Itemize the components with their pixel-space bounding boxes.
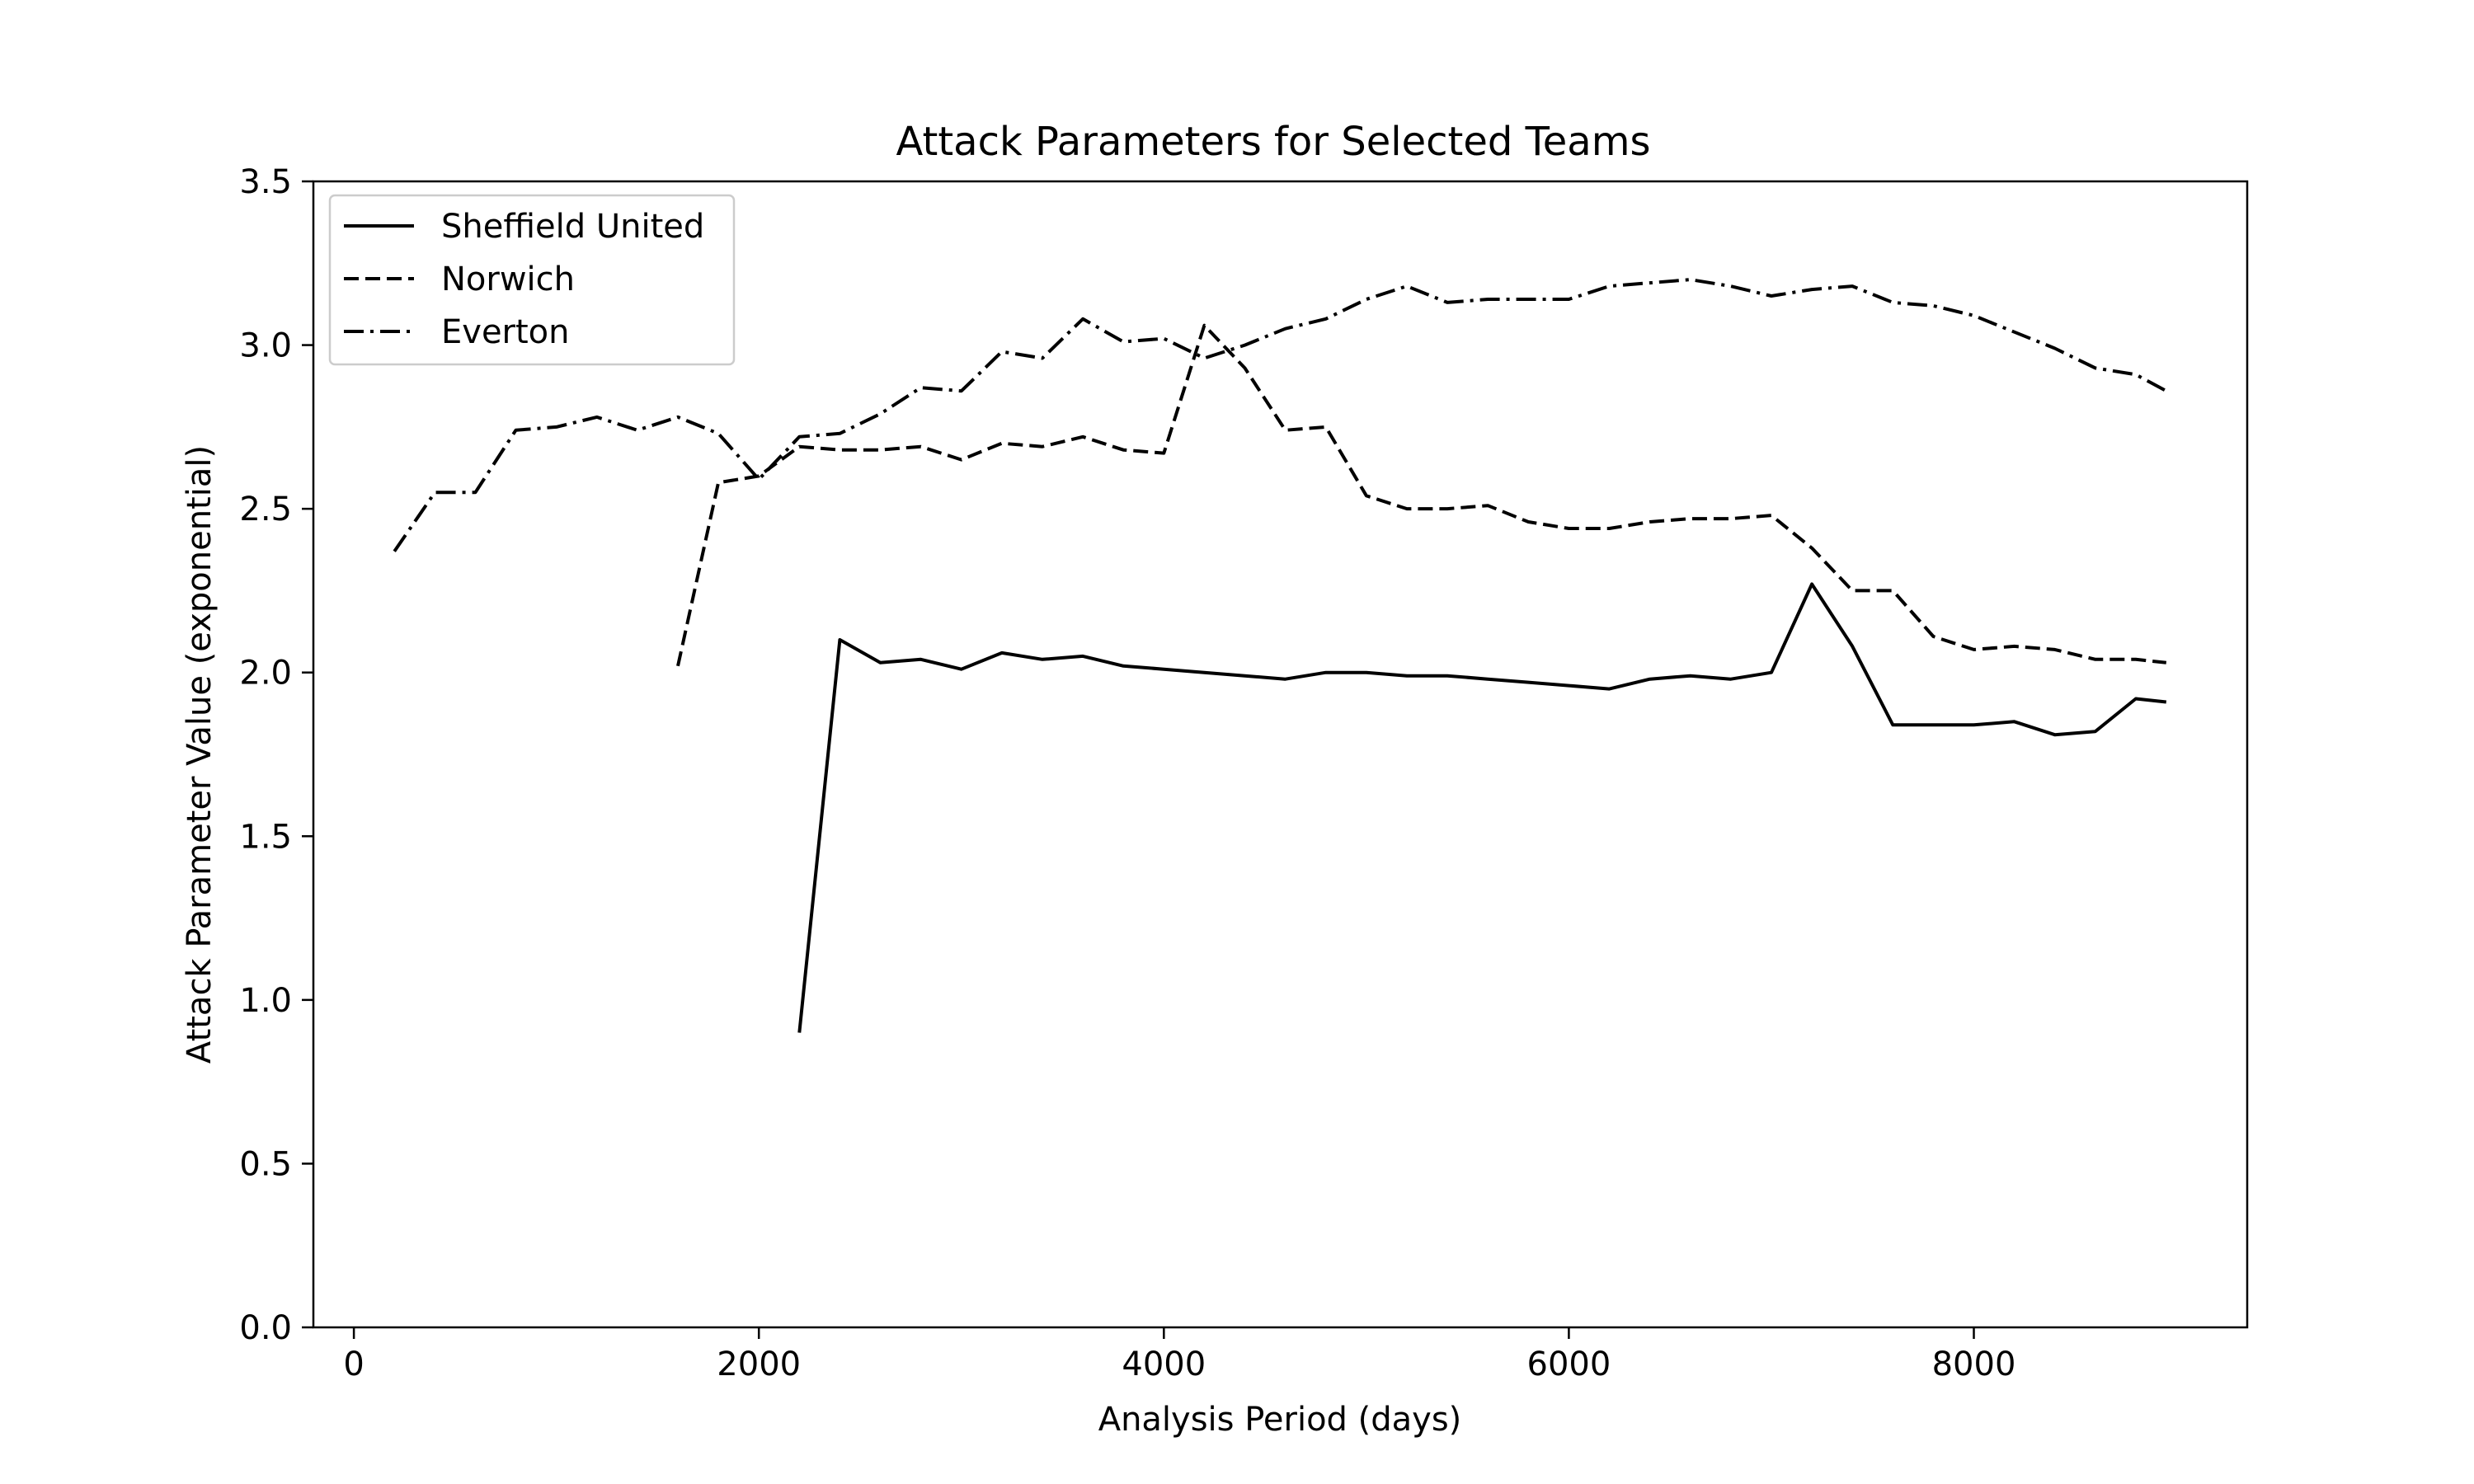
chart-title: Attack Parameters for Selected Teams	[896, 119, 1651, 165]
x-axis-label: Analysis Period (days)	[1098, 1401, 1462, 1439]
y-tick-label: 3.5	[239, 163, 292, 201]
y-tick-label: 2.0	[239, 655, 292, 693]
x-tick-label: 4000	[1122, 1345, 1206, 1383]
series-line-3	[393, 278, 2167, 552]
y-tick-label: 1.0	[239, 982, 292, 1020]
y-axis-label: Attack Parameter Value (exponential)	[181, 445, 219, 1064]
series-line-2	[676, 323, 2167, 667]
y-tick-label: 1.5	[239, 818, 292, 856]
x-tick-label: 6000	[1527, 1345, 1611, 1383]
x-tick-label: 8000	[1932, 1345, 2016, 1383]
x-tick-label: 2000	[717, 1345, 801, 1383]
legend-label: Sheffield United	[441, 208, 704, 246]
x-tick-label: 0	[343, 1345, 364, 1383]
y-tick-label: 0.5	[239, 1145, 292, 1183]
y-tick-label: 0.0	[239, 1309, 292, 1347]
legend-label: Norwich	[441, 261, 575, 298]
legend: Sheffield United Norwich Everton	[328, 194, 736, 366]
legend-label: Everton	[441, 313, 570, 351]
y-tick-label: 2.5	[239, 491, 292, 528]
y-tick-label: 3.0	[239, 327, 292, 365]
legend-box	[328, 194, 736, 366]
plot-frame	[312, 180, 2249, 1329]
series-line-1	[797, 582, 2167, 1033]
